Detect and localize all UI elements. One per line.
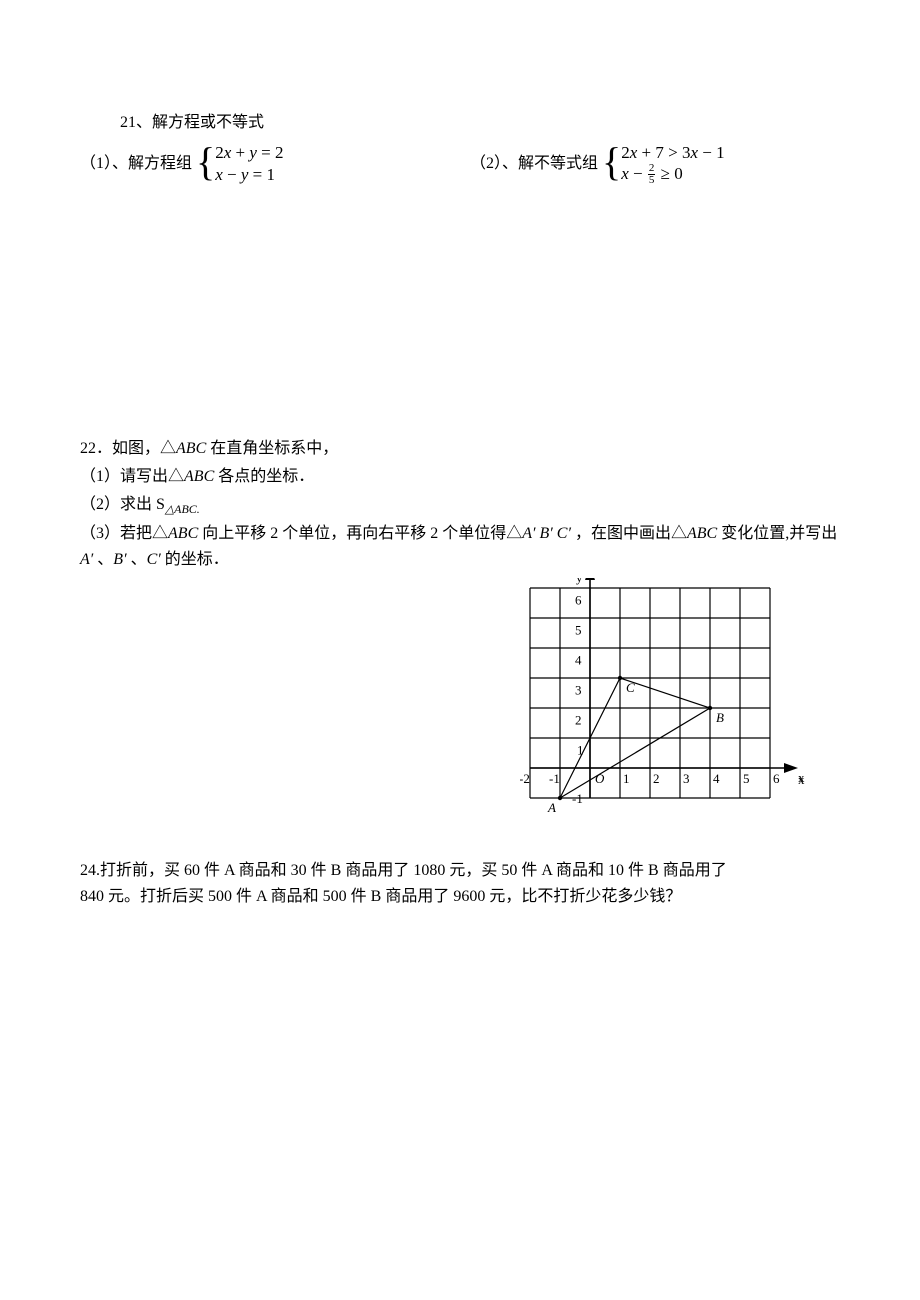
svg-text:3: 3 <box>575 683 582 698</box>
svg-text:5: 5 <box>575 623 582 638</box>
q21-title: 21、解方程或不等式 <box>120 110 840 136</box>
q21-part1-eqs: 2x + y = 2 x − y = 1 <box>215 142 283 185</box>
brace-icon: { <box>602 142 621 186</box>
svg-text:4: 4 <box>713 771 720 786</box>
svg-text:-1: -1 <box>549 771 560 786</box>
svg-text:6: 6 <box>773 771 780 786</box>
q24-line2: 840 元。打折后买 500 件 A 商品和 500 件 B 商品用了 9600… <box>80 884 840 910</box>
q21-part2-label: （2）、解不等式组 <box>470 151 598 177</box>
q22-line2: （1）请写出△ABC 各点的坐标． <box>80 464 840 490</box>
svg-text:5: 5 <box>743 771 750 786</box>
svg-text:1: 1 <box>623 771 630 786</box>
svg-text:3: 3 <box>683 771 690 786</box>
q21-part2-eq1: 2x + 7 > 3x − 1 <box>621 142 724 163</box>
q22-sub: △ABC. <box>165 502 200 516</box>
q21-part1-eq2: x − y = 1 <box>215 164 283 185</box>
svg-text:C: C <box>626 680 635 695</box>
q22: 22．如图，△ABC 在直角坐标系中， （1）请写出△ABC 各点的坐标． （2… <box>80 436 840 818</box>
svg-text:-2: -2 <box>520 771 530 786</box>
svg-text:x: x <box>798 772 805 787</box>
graph-container: xxy-2-1123456O234561-1ABC <box>80 578 840 818</box>
spacer <box>80 186 840 436</box>
q21-part1-label: （1）、解方程组 <box>80 151 192 177</box>
q22-line4: （3）若把△ABC 向上平移 2 个单位，再向右平移 2 个单位得△A′ B′ … <box>80 521 840 572</box>
q24: 24.打折前，买 60 件 A 商品和 30 件 B 商品用了 1080 元，买… <box>80 858 840 909</box>
q24-line1: 24.打折前，买 60 件 A 商品和 30 件 B 商品用了 1080 元，买… <box>80 858 840 884</box>
svg-text:O: O <box>595 771 605 786</box>
q21: 21、解方程或不等式 （1）、解方程组 { 2x + y = 2 x − y =… <box>80 110 840 186</box>
svg-text:y: y <box>576 578 583 585</box>
q22-line3: （2）求出 S△ABC. <box>80 492 840 519</box>
svg-text:A: A <box>547 800 556 815</box>
q21-part1: （1）、解方程组 { 2x + y = 2 x − y = 1 <box>80 142 470 186</box>
svg-text:2: 2 <box>575 713 582 728</box>
svg-text:6: 6 <box>575 593 582 608</box>
coordinate-graph: xxy-2-1123456O234561-1ABC <box>520 578 810 818</box>
brace-icon: { <box>196 142 215 186</box>
q21-part1-system: { 2x + y = 2 x − y = 1 <box>196 142 283 186</box>
svg-text:4: 4 <box>575 653 582 668</box>
svg-text:B: B <box>716 710 724 725</box>
svg-text:-1: -1 <box>572 791 583 806</box>
q21-row: （1）、解方程组 { 2x + y = 2 x − y = 1 （2）、解不等式… <box>80 142 840 187</box>
svg-text:2: 2 <box>653 771 660 786</box>
page: 21、解方程或不等式 （1）、解方程组 { 2x + y = 2 x − y =… <box>0 0 920 949</box>
q22-line1: 22．如图，△ABC 在直角坐标系中， <box>80 436 840 462</box>
q21-part1-eq1: 2x + y = 2 <box>215 142 283 163</box>
q21-part2-eq2: x − 25 ≥ 0 <box>621 163 724 187</box>
q21-part2-system: { 2x + 7 > 3x − 1 x − 25 ≥ 0 <box>602 142 725 187</box>
q21-part2: （2）、解不等式组 { 2x + 7 > 3x − 1 x − 25 ≥ 0 <box>470 142 725 187</box>
q21-part2-eqs: 2x + 7 > 3x − 1 x − 25 ≥ 0 <box>621 142 724 187</box>
svg-text:1: 1 <box>577 743 584 758</box>
